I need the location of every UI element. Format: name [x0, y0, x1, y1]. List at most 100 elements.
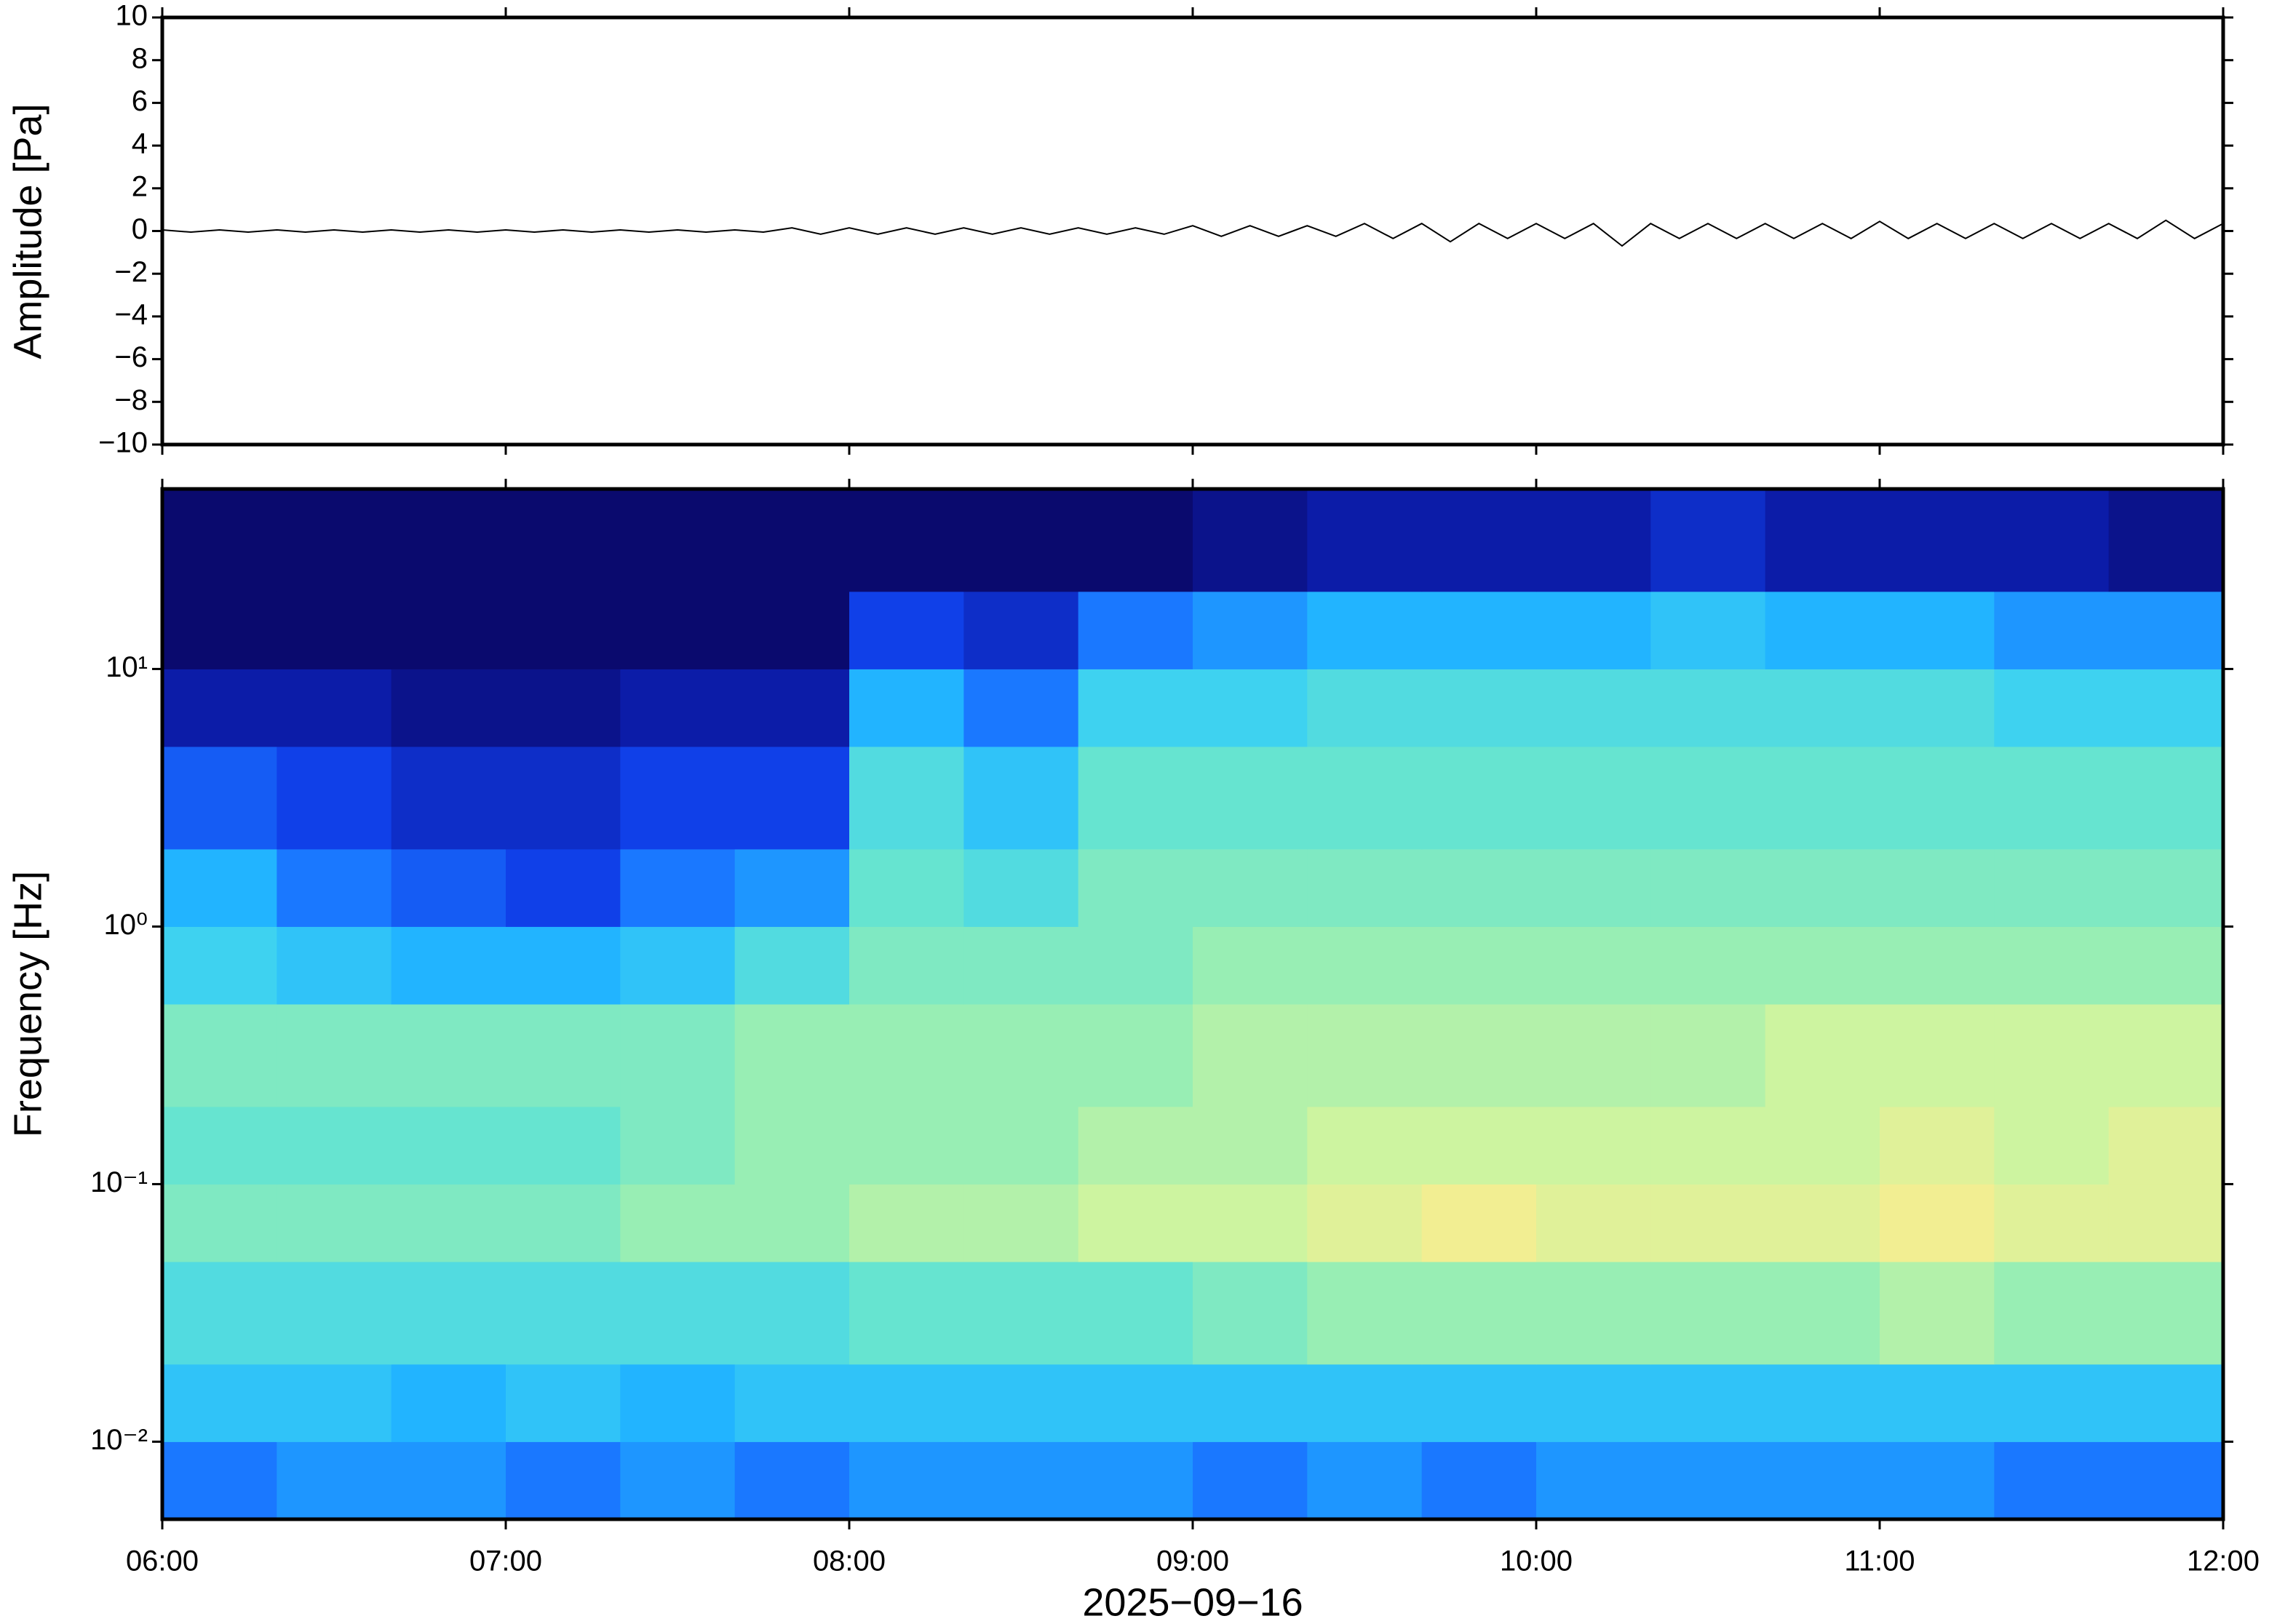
y-tick-label: −2 [114, 256, 148, 288]
spectrogram-cell [734, 1184, 850, 1262]
spectrogram-cell [391, 848, 506, 927]
spectrogram-cell [162, 1184, 277, 1262]
spectrogram-cell [277, 1441, 392, 1520]
spectrogram-cell [1880, 1262, 1995, 1365]
spectrogram-cell [963, 747, 1079, 850]
spectrogram-cell [1078, 669, 1193, 747]
spectrogram-cell [963, 848, 1079, 927]
x-tick-label: 11:00 [1844, 1545, 1915, 1577]
spectrogram-cell [162, 1106, 277, 1185]
spectrogram-cell [963, 1184, 1079, 1262]
spectrogram-cell [1994, 1106, 2110, 1185]
y-tick-label: 6 [132, 85, 148, 117]
spectrogram-cell [1536, 926, 1651, 1005]
y-tick-label: −10 [98, 427, 148, 459]
spectrogram-cell [277, 747, 392, 850]
spectrogram-cell [1078, 489, 1193, 592]
spectrogram-cell [1193, 1004, 1308, 1107]
spectrogram-cell [162, 848, 277, 927]
spectrogram-cell [1078, 926, 1193, 1005]
spectrogram-cell [1880, 848, 1995, 927]
spectrogram-cell [1880, 1004, 1995, 1107]
spectrogram-cell [1078, 747, 1193, 850]
spectrogram-cell [1650, 591, 1766, 669]
spectrogram-cell [162, 1262, 277, 1365]
spectrogram-cell [734, 1441, 850, 1520]
spectrogram-cell [620, 926, 736, 1005]
spectrogram-cell [849, 669, 964, 747]
spectrogram-cell [277, 489, 392, 592]
spectrogram-cell [162, 1004, 277, 1107]
spectrogram-cell [391, 1106, 506, 1185]
spectrogram-cell [1078, 1004, 1193, 1107]
spectrogram-cell [849, 489, 964, 592]
spectrogram-cell [734, 1364, 850, 1442]
y-tick-label: 10⁻¹ [90, 1166, 148, 1198]
y-tick-label: 0 [132, 213, 148, 245]
spectrogram-cell [391, 591, 506, 669]
spectrogram-cell [1307, 848, 1423, 927]
spectrogram-cell [1536, 669, 1651, 747]
spectrogram-cell [1536, 1106, 1651, 1185]
spectrogram-cell [506, 848, 621, 927]
spectrogram-cell [506, 747, 621, 850]
spectrogram-cell [1421, 926, 1537, 1005]
spectrogram-cell [1765, 1106, 1880, 1185]
y-tick-label: −4 [114, 298, 148, 330]
spectrogram-cell [1994, 489, 2110, 592]
spectrogram-cell [1193, 1262, 1308, 1365]
y-tick-label: 4 [132, 128, 148, 160]
spectrogram-cell [1880, 747, 1995, 850]
spectrogram-cell [620, 591, 736, 669]
spectrogram-cell [849, 1106, 964, 1185]
spectrogram-cell [1650, 1184, 1766, 1262]
spectrogram-cell [1421, 669, 1537, 747]
spectrogram-cell [963, 1004, 1079, 1107]
spectrogram-cell [277, 1184, 392, 1262]
spectrogram-cell [506, 1364, 621, 1442]
spectrogram-cell [1765, 1364, 1880, 1442]
spectrogram-cell [1765, 1184, 1880, 1262]
y-tick-label: −6 [114, 341, 148, 373]
spectrogram-cell [1650, 489, 1766, 592]
spectrogram-cell [1765, 669, 1880, 747]
spectrogram-cell [849, 1441, 964, 1520]
spectrogram-cell [1193, 1364, 1308, 1442]
spectrogram-cell [1307, 926, 1423, 1005]
spectrogram-cell [1421, 1004, 1537, 1107]
spectrogram-cell [963, 669, 1079, 747]
spectrogram-cell [162, 1441, 277, 1520]
x-axis-label: 2025−09−16 [1082, 1580, 1303, 1624]
spectrogram-cell [734, 747, 850, 850]
spectrogram-cell [2108, 1004, 2224, 1107]
spectrogram-cell [1765, 926, 1880, 1005]
spectrogram-cell [1650, 747, 1766, 850]
spectrogram-cell [1078, 848, 1193, 927]
spectrogram-cell [1421, 747, 1537, 850]
spectrogram-cell [162, 591, 277, 669]
spectrogram-cell [963, 926, 1079, 1005]
spectrogram-cell [1421, 591, 1537, 669]
x-tick-label: 08:00 [813, 1545, 886, 1577]
spectrogram-cell [1078, 591, 1193, 669]
spectrogram-cell [1536, 747, 1651, 850]
spectrogram-cell [1765, 848, 1880, 927]
spectrogram-cell [1536, 1184, 1651, 1262]
spectrogram-cell [963, 1441, 1079, 1520]
spectrogram-cell [1193, 1106, 1308, 1185]
spectrogram-cell [620, 1441, 736, 1520]
spectrogram-cell [506, 669, 621, 747]
spectrogram-cell [1193, 591, 1308, 669]
y-tick-label: 8 [132, 42, 148, 74]
spectrogram-cell [849, 848, 964, 927]
spectrogram-cell [1536, 1364, 1651, 1442]
spectrogram-cell [2108, 591, 2224, 669]
spectrogram-cell [1650, 848, 1766, 927]
spectrogram-cell [1650, 1364, 1766, 1442]
spectrogram-cell [1650, 669, 1766, 747]
spectrogram-cell [1421, 1262, 1537, 1365]
x-tick-label: 06:00 [126, 1545, 199, 1577]
spectrogram-cell [277, 1262, 392, 1365]
spectrogram-cell [849, 1262, 964, 1365]
spectrogram-cell [1880, 1184, 1995, 1262]
